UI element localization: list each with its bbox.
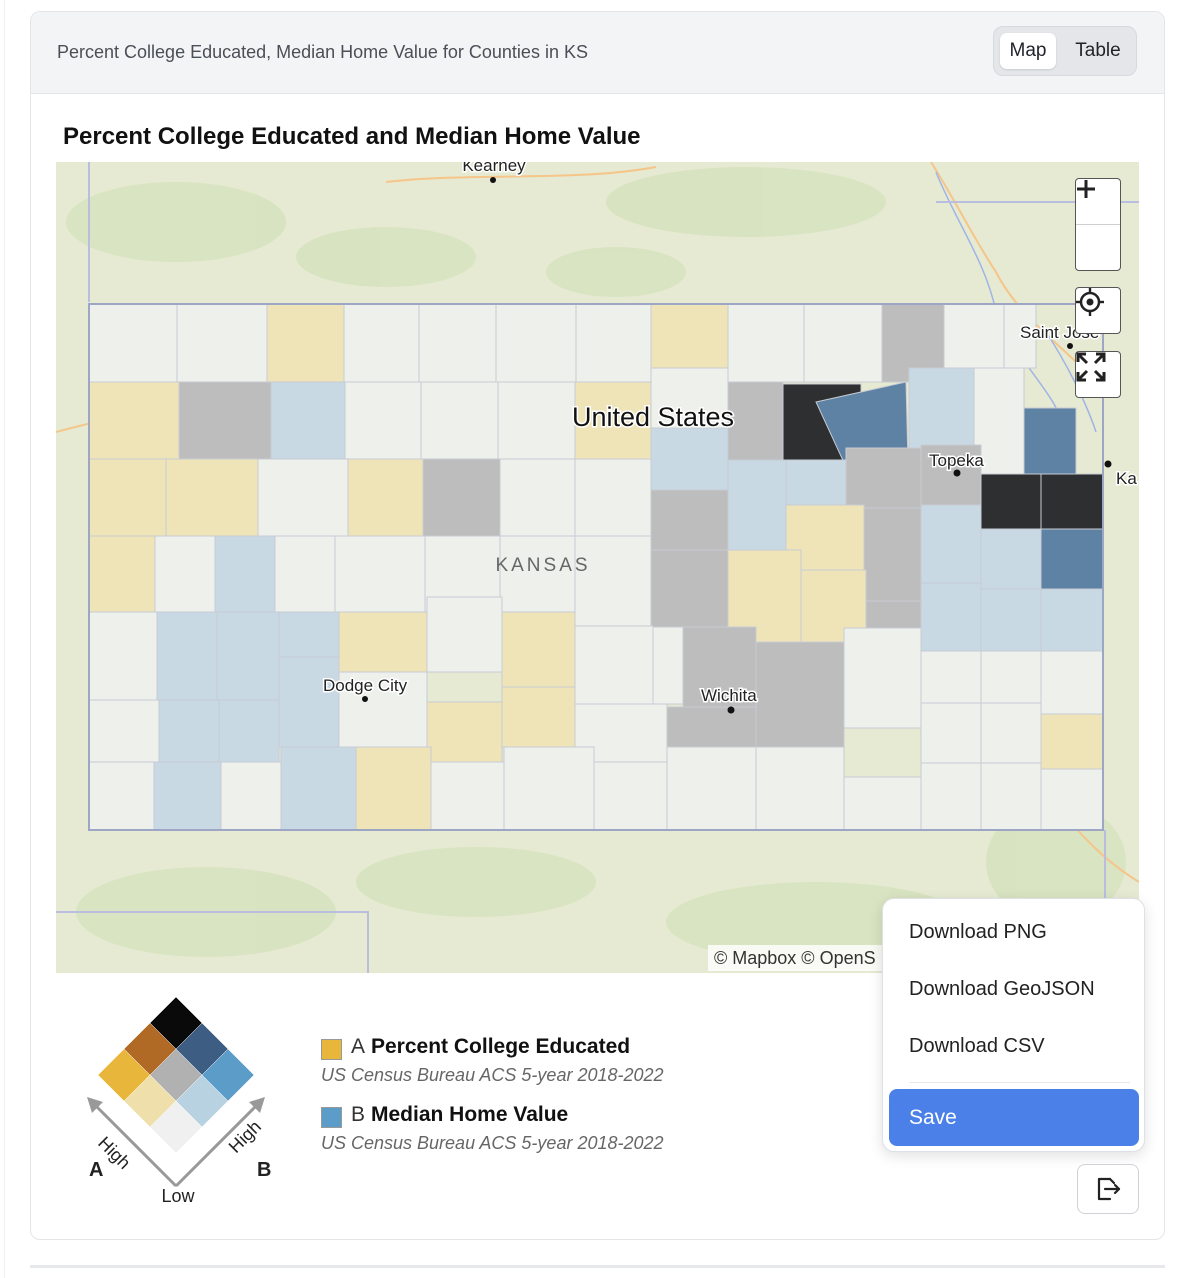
save-button[interactable]: Save bbox=[889, 1089, 1139, 1146]
city-dots bbox=[362, 177, 1112, 714]
legend-name-b: Median Home Value bbox=[371, 1103, 569, 1126]
legend-letter-a: A bbox=[351, 1035, 366, 1058]
card-title: Percent College Educated, Median Home Va… bbox=[57, 42, 588, 62]
section-divider bbox=[30, 1265, 1165, 1268]
map-svg: Kearney Saint Jose Topeka Ka Dodge City … bbox=[56, 162, 1139, 973]
low-label: Low bbox=[161, 1186, 195, 1204]
legend-variables: A Percent College Educated US Census Bur… bbox=[321, 1035, 664, 1171]
export-icon bbox=[1097, 1177, 1121, 1201]
legend-variable-b: B Median Home Value bbox=[321, 1103, 664, 1133]
table-toggle-button[interactable]: Table bbox=[1075, 40, 1121, 61]
fullscreen-control bbox=[1075, 351, 1121, 398]
view-toggle: Map Table bbox=[993, 26, 1137, 76]
kansas-counties bbox=[88, 303, 1104, 831]
crosshair-icon bbox=[1076, 288, 1104, 316]
legend-swatch-b bbox=[321, 1107, 342, 1128]
expand-icon bbox=[1076, 352, 1106, 382]
city-label-wichita: Wichita bbox=[701, 686, 757, 705]
page-edge bbox=[4, 0, 5, 1278]
legend-axes bbox=[87, 1097, 265, 1188]
bivariate-legend: High High A B Low bbox=[87, 996, 271, 1204]
map-toggle-button[interactable]: Map bbox=[1000, 33, 1056, 69]
legend-name-a: Percent College Educated bbox=[371, 1035, 631, 1058]
map-attribution[interactable]: © Mapbox © OpenS bbox=[708, 945, 882, 971]
download-csv-item[interactable]: Download CSV bbox=[909, 1035, 1045, 1057]
high-b-label: High bbox=[225, 1117, 265, 1157]
locate-button[interactable] bbox=[1076, 288, 1120, 333]
card-header: Percent College Educated, Median Home Va… bbox=[31, 12, 1164, 94]
kansas-border bbox=[88, 303, 1104, 831]
menu-separator bbox=[909, 1082, 1130, 1083]
state-label: KANSAS bbox=[495, 555, 590, 576]
city-label-kansas-city: Ka bbox=[1116, 469, 1137, 488]
city-label-topeka: Topeka bbox=[929, 451, 984, 470]
map-card: Percent College Educated, Median Home Va… bbox=[30, 11, 1165, 1240]
legend-source-b: US Census Bureau ACS 5-year 2018-2022 bbox=[321, 1133, 664, 1153]
fullscreen-button[interactable] bbox=[1076, 352, 1120, 397]
legend-source-a: US Census Bureau ACS 5-year 2018-2022 bbox=[321, 1065, 664, 1085]
legend-variable-a: A Percent College Educated bbox=[321, 1035, 664, 1065]
download-geojson-item[interactable]: Download GeoJSON bbox=[909, 978, 1095, 1000]
map-canvas[interactable]: Kearney Saint Jose Topeka Ka Dodge City … bbox=[56, 162, 1139, 973]
minus-icon bbox=[1077, 187, 1095, 191]
zoom-separator bbox=[1076, 224, 1120, 225]
visualization-title: Percent College Educated and Median Home… bbox=[63, 123, 641, 150]
download-png-item[interactable]: Download PNG bbox=[909, 921, 1047, 943]
country-label: United States bbox=[572, 402, 734, 432]
axis-a-label: A bbox=[89, 1159, 103, 1181]
map-labels: Kearney Saint Jose Topeka Ka Dodge City … bbox=[322, 162, 1139, 707]
export-button[interactable] bbox=[1077, 1164, 1139, 1214]
legend-cell-low-low bbox=[149, 1100, 203, 1154]
city-label-dodge-city: Dodge City bbox=[323, 676, 408, 695]
legend-swatch-a bbox=[321, 1039, 342, 1060]
zoom-out-button[interactable] bbox=[1076, 187, 1120, 270]
download-menu: Download PNG Download GeoJSON Download C… bbox=[882, 898, 1145, 1152]
locate-control bbox=[1075, 287, 1121, 334]
axis-b-label: B bbox=[257, 1159, 271, 1181]
legend-letter-b: B bbox=[351, 1103, 366, 1126]
zoom-controls bbox=[1075, 178, 1121, 271]
city-label-kearney: Kearney bbox=[462, 162, 526, 175]
